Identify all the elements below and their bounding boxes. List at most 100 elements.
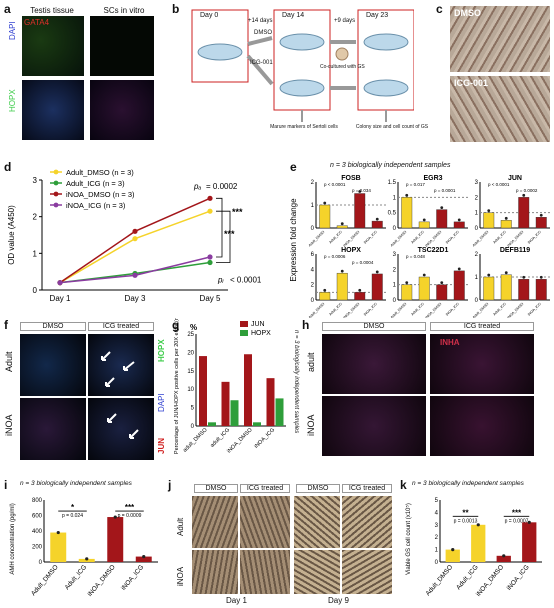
e-y-tick-label: 1 xyxy=(311,203,315,209)
e-bar xyxy=(418,276,430,301)
g-legend-swatch xyxy=(240,321,248,327)
e-bar xyxy=(336,225,348,229)
j-image-inoa-d9-dmso xyxy=(294,550,340,594)
panel-label-k: k xyxy=(400,478,407,492)
j-inoa-label: iNOA xyxy=(176,566,185,586)
e-x-tick-label: Adult_DMSO xyxy=(472,302,490,318)
i-stars-inoa: *** xyxy=(125,503,135,512)
e-subplot-title: HOPX xyxy=(341,247,361,254)
e-bar xyxy=(418,221,430,229)
k-x-tick-label: Adult_ICG xyxy=(455,564,480,591)
d-line-chart: 0 1 2 3 Day 1 Day 3 Day 5 OD value (A450) Adult_… xyxy=(7,168,262,303)
e-x-tick-label: Adult_DMSO xyxy=(390,230,408,248)
e-x-tick-label: Adult_ICG xyxy=(492,230,507,245)
e-subplot-title: FOSB xyxy=(341,175,360,182)
e-x-tick-label: iNOA_DMSO xyxy=(425,230,443,248)
g-legend-swatch xyxy=(240,330,248,336)
i-y-tick-label: 0 xyxy=(39,560,43,566)
a-image-testis-top xyxy=(22,16,84,76)
a-image-scs-bottom xyxy=(90,80,154,140)
e-x-tick-label: iNOA_DMSO xyxy=(425,302,443,318)
b-plus9: +9 days xyxy=(334,18,356,24)
b-mature: Marure markers of Sertoli cells xyxy=(270,124,338,130)
e-point xyxy=(340,269,344,273)
arrow-icon xyxy=(101,351,111,361)
e-point xyxy=(440,206,444,209)
g-bar xyxy=(244,354,252,426)
e-bar xyxy=(453,270,465,301)
j-image-adult-d9-icg xyxy=(342,496,392,548)
b-colony: Colony size and cell count of GS xyxy=(355,124,429,130)
i-bar xyxy=(107,517,124,562)
d-pi-symbol: pᵢ xyxy=(217,276,224,285)
e-pvalue: p = 0.017 xyxy=(406,182,425,187)
d-legend-label: iNOA_ICG (n = 3) xyxy=(66,201,126,210)
panel-label-d: d xyxy=(4,160,12,174)
d-point xyxy=(207,254,213,260)
d-pa-value: = 0.0002 xyxy=(206,182,238,191)
h-image-inoa-icg xyxy=(430,396,534,456)
e-x-tick-label: iNOA_DMSO xyxy=(507,230,525,248)
b-day23: Day 23 xyxy=(366,12,389,19)
g-y-tick-label: 15 xyxy=(187,369,194,375)
e-point xyxy=(539,213,543,217)
g-note: n = 3 biologically independent samples xyxy=(293,330,299,434)
k-y-tick-label: 3 xyxy=(435,523,439,529)
j-image-adult-d1-icg xyxy=(240,496,290,548)
d-stars-inoa: *** xyxy=(224,229,235,239)
b-arrow-dmso xyxy=(247,36,273,46)
i-stars-adult: * xyxy=(71,503,75,512)
g-bar xyxy=(266,378,275,426)
k-bar xyxy=(522,522,537,562)
f-icg-header: ICG treated xyxy=(88,322,154,331)
panel-label-j: j xyxy=(168,478,172,492)
c-image-dmso xyxy=(450,6,550,72)
j-dmso1: DMSO xyxy=(194,484,238,493)
i-x-tick-label: iNOA_ICG xyxy=(120,564,145,592)
f-dmso-header: DMSO xyxy=(20,322,86,331)
panel-label-b: b xyxy=(172,2,180,16)
e-bar xyxy=(354,292,366,301)
e-x-tick-label: iNOA_DMSO xyxy=(507,302,525,318)
e-x-tick-label: Adult_ICG xyxy=(410,302,425,317)
i-pvalue-adult: p = 0.024 xyxy=(62,513,83,519)
e-point xyxy=(539,275,543,279)
g-x-tick-label: iNOA_ICG xyxy=(254,427,277,450)
d-bracket-inoa xyxy=(216,197,223,258)
arrow-icon xyxy=(107,413,117,423)
e-bar xyxy=(518,279,530,301)
k-bar xyxy=(471,524,486,562)
b-plus14: +14 days xyxy=(248,18,273,24)
k-x-tick-label: Adult_DMSO xyxy=(425,564,455,598)
e-y-tick-label: 0 xyxy=(311,226,315,232)
f-jun-label: JUN xyxy=(157,437,166,454)
e-x-tick-label: Adult_DMSO xyxy=(472,230,490,248)
g-y-tick-label: 5 xyxy=(191,406,195,412)
k-point xyxy=(527,520,531,524)
b-day14: Day 14 xyxy=(282,12,305,19)
e-point xyxy=(457,267,461,271)
e-x-tick-label: iNOA_ICG xyxy=(363,230,378,245)
h-dmso-header: DMSO xyxy=(322,322,426,331)
k-y-tick-label: 1 xyxy=(435,548,439,554)
panel-label-h: h xyxy=(302,318,310,332)
d-pa-symbol: pₐ xyxy=(193,182,201,191)
i-y-tick-label: 600 xyxy=(32,514,43,520)
i-point xyxy=(113,515,117,519)
i-x-tick-label: iNOA_DMSO xyxy=(87,564,117,598)
g-bar xyxy=(221,381,230,426)
d-x-tick-label: Day 3 xyxy=(125,294,146,303)
e-y-tick-label: 3 xyxy=(393,252,397,258)
k-note: n = 3 biologically independent samples xyxy=(412,480,524,487)
k-bar xyxy=(496,555,511,562)
b-arrow-icg xyxy=(246,54,274,86)
e-subplot-title: JUN xyxy=(508,175,522,182)
f-adult-label: Adult xyxy=(4,351,14,372)
b-cocult: Co-cultured with GS xyxy=(320,64,365,70)
b-day0-box xyxy=(191,9,249,83)
e-subplot-title: TSC22D1 xyxy=(418,247,449,254)
g-bar xyxy=(199,356,207,426)
e-y-tick-label: 1 xyxy=(475,275,479,281)
panel-label-c: c xyxy=(436,2,443,16)
f-image-inoa-icg xyxy=(88,398,154,460)
